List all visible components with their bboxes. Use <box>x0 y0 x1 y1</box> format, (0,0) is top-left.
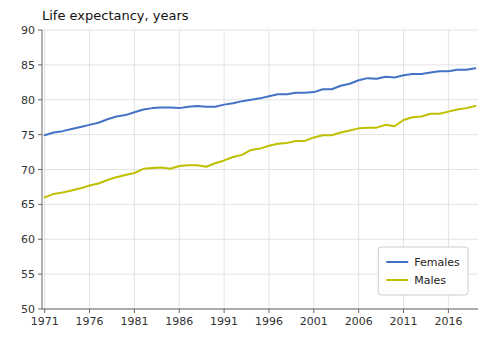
tick <box>224 309 225 313</box>
legend-box <box>378 247 468 295</box>
tick-label: 55 <box>21 268 35 281</box>
legend: Females Males <box>378 247 468 295</box>
tick-label: 1991 <box>210 315 238 328</box>
tick-label: 90 <box>21 24 35 37</box>
series-line <box>45 68 476 135</box>
tick-label: 85 <box>21 59 35 72</box>
background <box>0 0 492 339</box>
y-axis <box>42 30 43 309</box>
grid-line <box>179 30 180 309</box>
grid-line <box>42 64 478 65</box>
tick-label: 1976 <box>76 315 104 328</box>
tick <box>313 309 314 313</box>
tick <box>38 274 42 275</box>
grid-line <box>358 30 359 309</box>
legend-label: Females <box>414 256 460 269</box>
tick-label: 65 <box>21 198 35 211</box>
grid-line <box>42 309 478 310</box>
tick-label: 1996 <box>255 315 283 328</box>
grid-line <box>134 30 135 309</box>
tick-label: 1986 <box>165 315 193 328</box>
tick <box>38 169 42 170</box>
tick <box>38 99 42 100</box>
tick <box>448 309 449 313</box>
tick <box>38 204 42 205</box>
grid-line <box>42 169 478 170</box>
tick <box>38 134 42 135</box>
tick <box>38 239 42 240</box>
tick-label: 2006 <box>345 315 373 328</box>
series-line <box>45 106 476 197</box>
tick <box>38 64 42 65</box>
tick <box>134 309 135 313</box>
legend-label: Males <box>414 274 446 287</box>
grid-line <box>224 30 225 309</box>
grid-line <box>42 204 478 205</box>
tick <box>38 309 42 310</box>
tick <box>38 30 42 31</box>
grid-line <box>268 30 269 309</box>
tick-label: 2011 <box>390 315 418 328</box>
tick-label: 2001 <box>300 315 328 328</box>
legend-swatch <box>386 279 408 281</box>
x-axis <box>42 309 478 310</box>
legend-swatch <box>386 261 408 263</box>
grid-line <box>42 30 478 31</box>
grid-line <box>42 239 478 240</box>
tick-label: 60 <box>21 233 35 246</box>
grid-line <box>42 134 478 135</box>
tick-label: 80 <box>21 94 35 107</box>
chart: 5055606570758085901971197619811986199119… <box>0 0 492 339</box>
tick <box>44 309 45 313</box>
grid-line <box>42 99 478 100</box>
tick <box>268 309 269 313</box>
title: Life expectancy, years <box>42 8 189 23</box>
tick-label: 2016 <box>434 315 462 328</box>
tick <box>89 309 90 313</box>
grid-line <box>313 30 314 309</box>
tick <box>358 309 359 313</box>
tick <box>179 309 180 313</box>
tick-label: 75 <box>21 129 35 142</box>
plot-area <box>45 68 476 197</box>
grid <box>42 30 478 309</box>
grid-line <box>44 30 45 309</box>
tick-label: 70 <box>21 164 35 177</box>
tick-label: 1981 <box>120 315 148 328</box>
tick <box>403 309 404 313</box>
grid-line <box>89 30 90 309</box>
tick-label: 1971 <box>31 315 59 328</box>
axes: 5055606570758085901971197619811986199119… <box>21 24 478 328</box>
